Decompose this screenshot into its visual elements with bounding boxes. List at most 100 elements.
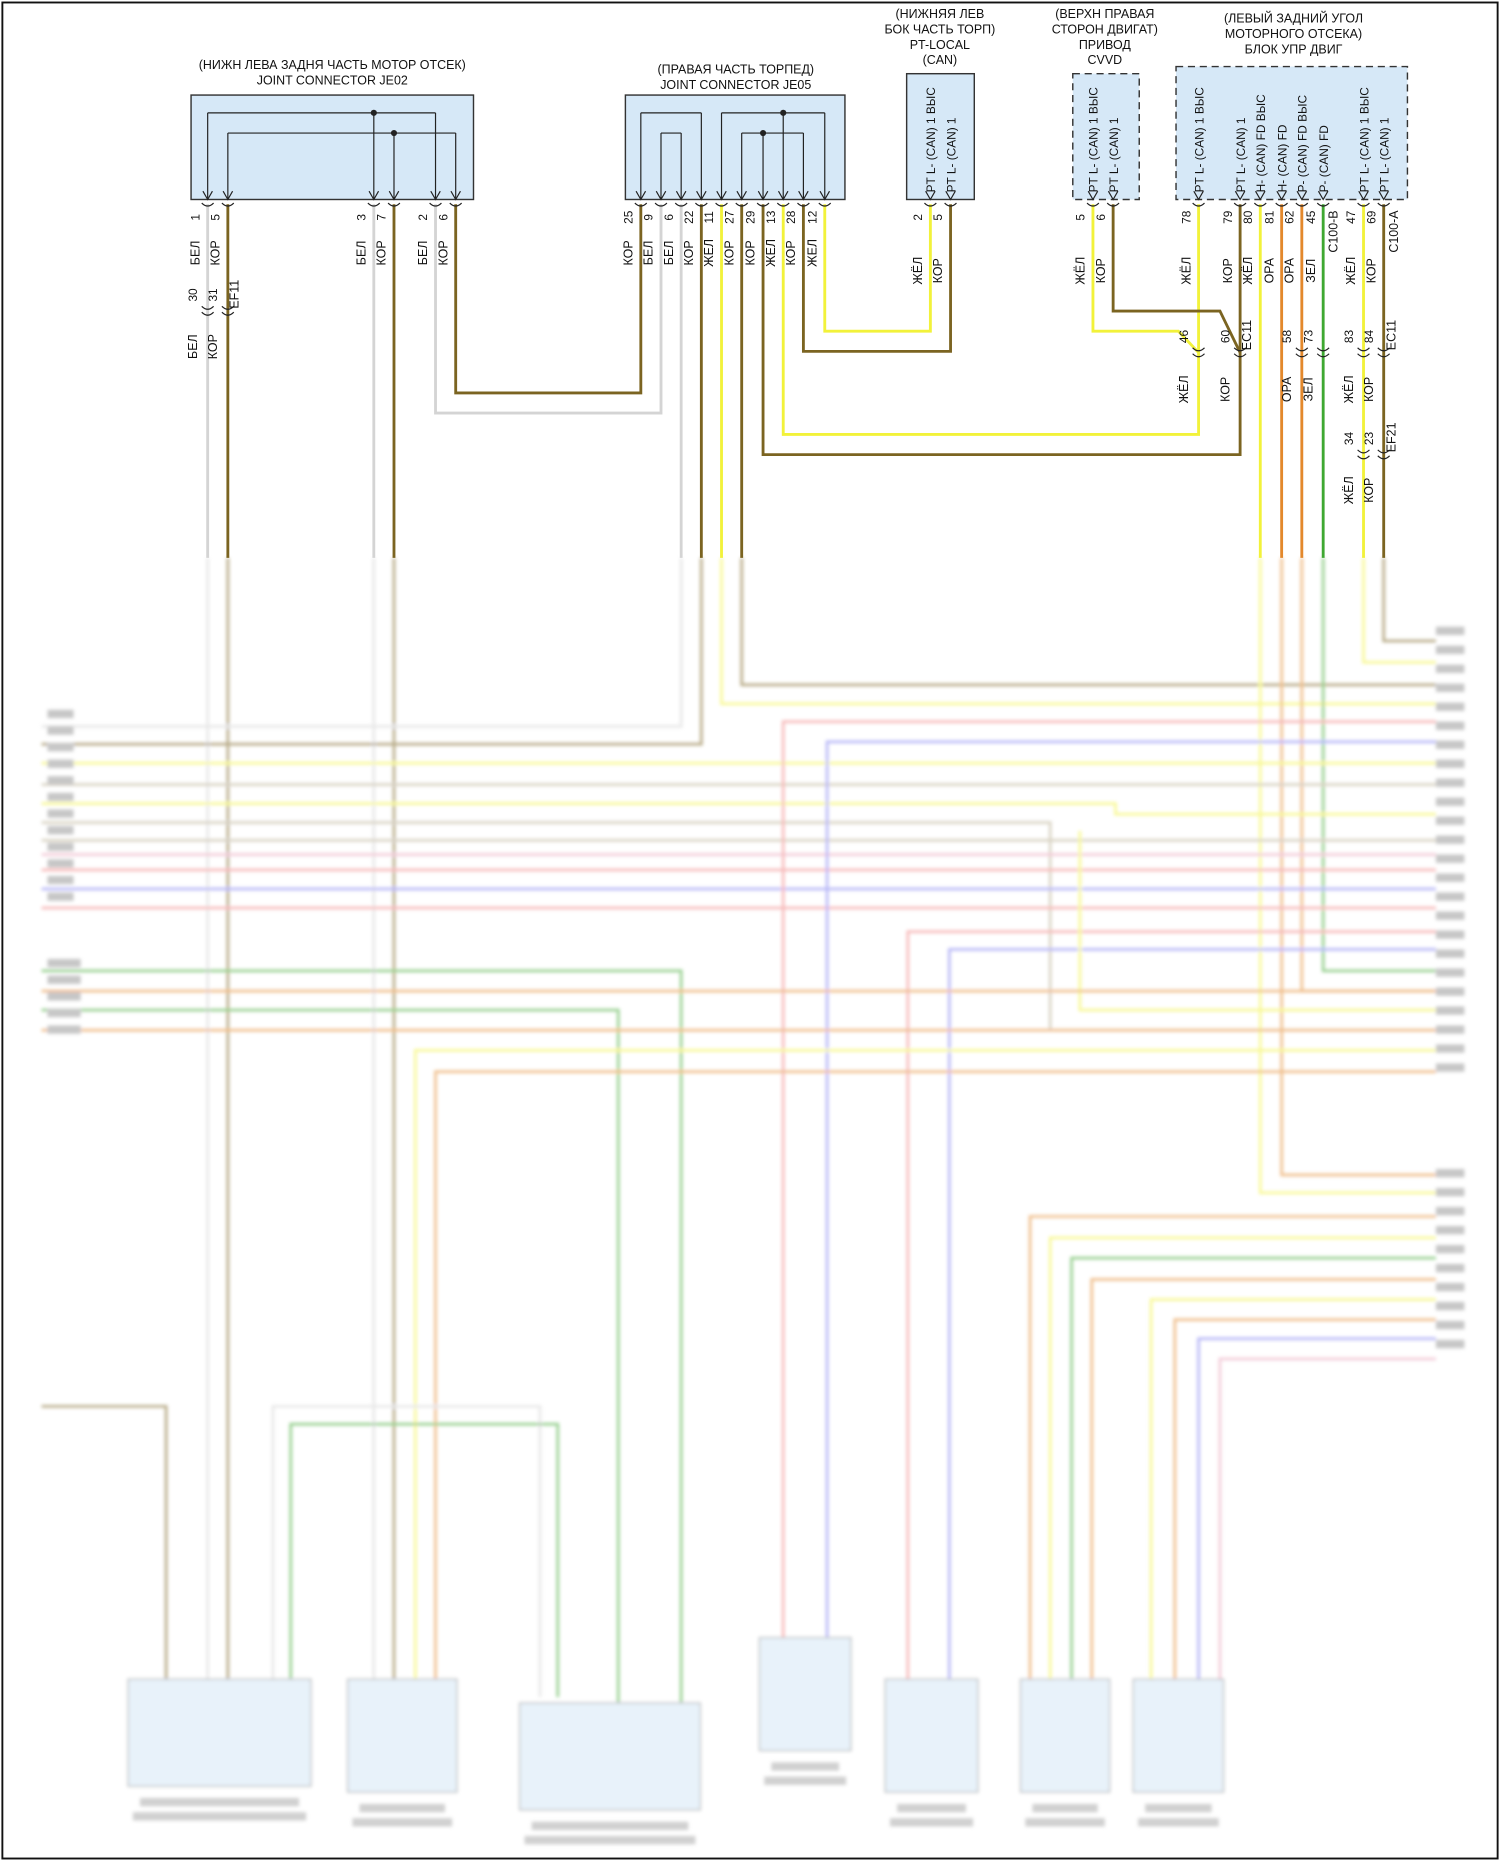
pin-number: 23: [1362, 432, 1376, 446]
pin-function-label: PT L- (CAN) 1: [944, 117, 958, 192]
illegible-label: [359, 1803, 446, 1813]
pin-arrow-icon: [675, 190, 687, 201]
wire-color-label: ОРА: [1280, 376, 1294, 402]
pin-socket-icon: [449, 202, 463, 207]
wire: [41, 969, 683, 1709]
pin-number: 46: [1177, 329, 1191, 343]
wire-color-label: КОР: [682, 240, 696, 265]
illegible-label: [1435, 1263, 1465, 1273]
illegible-label: [1435, 702, 1465, 711]
illegible-label: [1435, 1044, 1465, 1053]
pin-socket-icon: [387, 202, 401, 207]
pin-number: 11: [702, 211, 716, 224]
wire-color-label: КОР: [436, 240, 450, 265]
wire: [1321, 557, 1436, 973]
connector-title: (НИЖНЯЯ ЛЕВ: [895, 7, 984, 21]
wire: [1197, 1337, 1436, 1680]
pin-number: 79: [1221, 210, 1235, 224]
pin-arrow-icon: [757, 190, 769, 201]
connector-je02: (НИЖН ЛЕВА ЗАДНЯ ЧАСТЬ МОТОР ОТСЕК)JOINT…: [188, 58, 475, 265]
wire: [1111, 204, 1242, 354]
pin-number: 29: [744, 210, 758, 224]
pin-number: 2: [416, 214, 430, 221]
pin-arrow-icon: [1276, 190, 1287, 201]
wire: [781, 720, 1436, 1638]
wire: [1091, 204, 1200, 354]
connector-body: [1072, 72, 1140, 201]
illegible-label: [1435, 1025, 1465, 1034]
illegible-label: [47, 792, 74, 802]
wire-color-label: ЖЕЛ: [702, 239, 716, 267]
illegible-label: [1435, 835, 1465, 844]
illegible-label: [47, 1008, 81, 1018]
illegible-label: [1435, 740, 1465, 749]
pin-number: 5: [931, 214, 945, 221]
wire-color-label: БЕЛ: [662, 241, 676, 266]
wire: [1280, 557, 1436, 1177]
pin-socket-icon: [776, 202, 790, 207]
connector-body: [1019, 1678, 1111, 1793]
pin-number: 34: [1342, 432, 1356, 446]
wire-color-label: ЗЕЛ: [1304, 259, 1318, 283]
pin-function-label: PT L- (CAN) 1: [1377, 117, 1391, 192]
pin-socket-icon: [1377, 202, 1391, 207]
wire: [761, 204, 1242, 457]
pin-arrow-icon: [945, 190, 956, 201]
illegible-label: [1435, 854, 1465, 863]
wire-color-label: ЗЕЛ: [1302, 377, 1316, 401]
pin-socket-icon: [367, 202, 381, 207]
pin-number: 30: [186, 288, 200, 302]
connector-body: [884, 1678, 979, 1793]
pin-number: 27: [722, 211, 736, 224]
pin-number: 58: [1280, 329, 1294, 343]
pin-function-label: H- (CAN) FD ВЫС: [1254, 94, 1268, 193]
illegible-label: [764, 1776, 847, 1785]
wire: [1048, 1236, 1436, 1680]
connector-title: БОК ЧАСТЬ ТОРП): [885, 22, 996, 36]
wire-color-label: ЖЁЛ: [1344, 257, 1358, 285]
illegible-label: [1435, 778, 1465, 787]
pin-socket-icon: [1253, 202, 1267, 207]
pin-arrow-icon: [1378, 190, 1389, 201]
illegible-label: [531, 1821, 689, 1831]
pin-arrow-icon: [1317, 190, 1329, 201]
pin-socket-icon: [1316, 202, 1330, 207]
wire: [801, 204, 952, 353]
illegible-label: [890, 1818, 974, 1827]
pin-arrow-icon: [202, 190, 213, 201]
illegible-label: [352, 1818, 453, 1827]
pin-socket-icon: [221, 202, 235, 207]
pin-socket-icon: [715, 202, 728, 207]
pin-number: 28: [784, 210, 798, 224]
illegible-label: [1435, 797, 1465, 806]
illegible-label: [1435, 721, 1465, 730]
pin-socket-icon: [694, 202, 708, 207]
pin-number: 5: [209, 214, 223, 221]
sub-connector-label: C100-B: [1326, 210, 1340, 252]
pin-arrow-icon: [1087, 190, 1099, 201]
pin-socket-icon: [735, 202, 749, 207]
wire-color-label: ЖЁЛ: [911, 257, 925, 285]
pin-socket-icon: [1233, 202, 1247, 207]
junction-dot: [780, 109, 787, 116]
wire: [1070, 1256, 1436, 1680]
wire-color-label: ЖЁЛ: [1179, 257, 1193, 285]
pin-function-label: PT L- (CAN) 1 ВЫС: [1357, 87, 1371, 193]
connector-body: [127, 1678, 312, 1787]
connector-body: [347, 1678, 458, 1793]
connector-body: [190, 94, 475, 201]
junction-dot: [370, 109, 377, 116]
pin-socket-icon: [1357, 202, 1370, 207]
pin-number: 7: [375, 214, 389, 221]
illegible-label: [1435, 759, 1465, 768]
illegible-label: [1435, 1006, 1465, 1015]
pin-socket-icon: [944, 202, 957, 207]
pin-number: 73: [1302, 329, 1316, 343]
pin-arrow-icon: [777, 190, 789, 201]
illegible-label: [47, 726, 74, 735]
wire: [740, 557, 1436, 687]
pin-arrow-icon: [368, 190, 380, 201]
wire: [271, 1405, 542, 1709]
